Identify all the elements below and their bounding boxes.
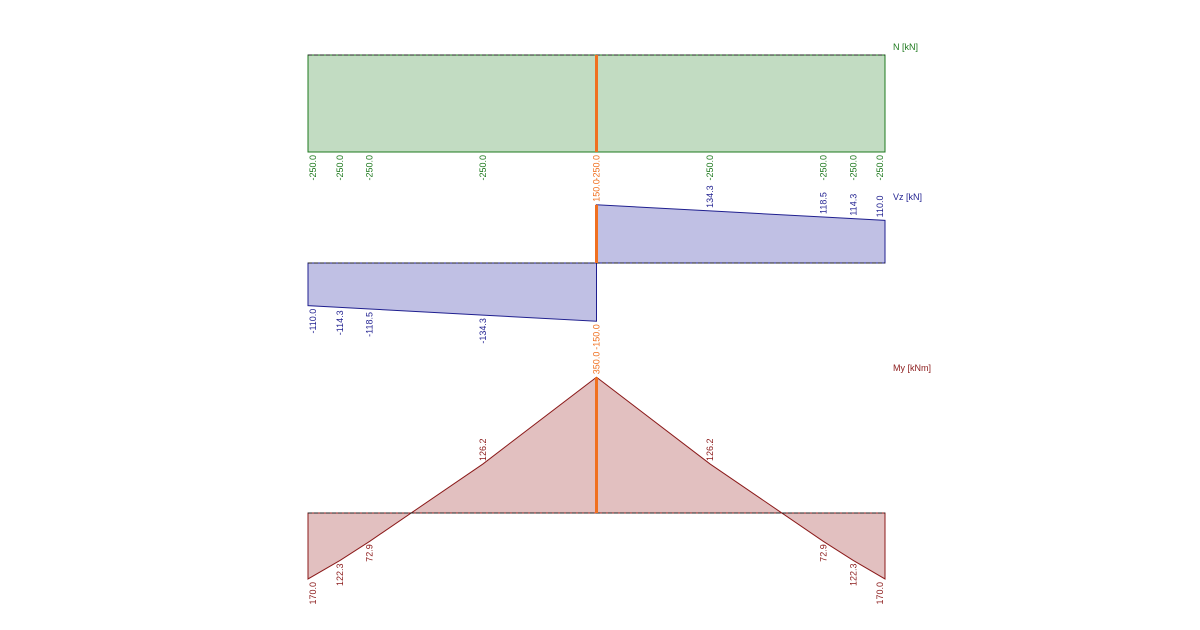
value-label: 118.5 bbox=[818, 192, 828, 214]
value-label: -250.0 bbox=[335, 155, 345, 181]
diagram-title: Vz [kN] bbox=[893, 192, 922, 202]
value-label: -150.0 bbox=[592, 324, 602, 350]
value-label: -250.0 bbox=[478, 155, 488, 181]
value-label: 114.3 bbox=[848, 194, 858, 216]
diagram-title: N [kN] bbox=[893, 42, 918, 52]
value-label: 122.3 bbox=[848, 563, 858, 586]
value-label: 134.3 bbox=[705, 185, 715, 208]
value-label: 170.0 bbox=[875, 582, 885, 605]
value-label: -250.0 bbox=[365, 155, 375, 181]
value-label: 126.2 bbox=[705, 439, 715, 462]
value-label: -114.3 bbox=[335, 310, 345, 335]
value-label: 126.2 bbox=[478, 439, 488, 462]
value-label: -118.5 bbox=[365, 312, 375, 337]
value-label: 72.9 bbox=[818, 544, 828, 562]
value-label: -250.0 bbox=[592, 155, 602, 181]
value-label: -250.0 bbox=[705, 155, 715, 181]
value-label: 170.0 bbox=[308, 582, 318, 605]
value-label: 150.0 bbox=[592, 179, 602, 202]
value-label: -134.3 bbox=[478, 318, 488, 344]
value-label: -250.0 bbox=[308, 155, 318, 181]
value-label: -250.0 bbox=[875, 155, 885, 181]
value-label: 72.9 bbox=[365, 544, 375, 562]
value-label: -250.0 bbox=[818, 155, 828, 181]
diagram-title: My [kNm] bbox=[893, 363, 931, 373]
value-label: 122.3 bbox=[335, 563, 345, 586]
value-label: 110.0 bbox=[875, 195, 885, 217]
value-label: -110.0 bbox=[308, 309, 318, 334]
value-label: -250.0 bbox=[848, 155, 858, 181]
value-label: 350.0 bbox=[592, 352, 602, 375]
